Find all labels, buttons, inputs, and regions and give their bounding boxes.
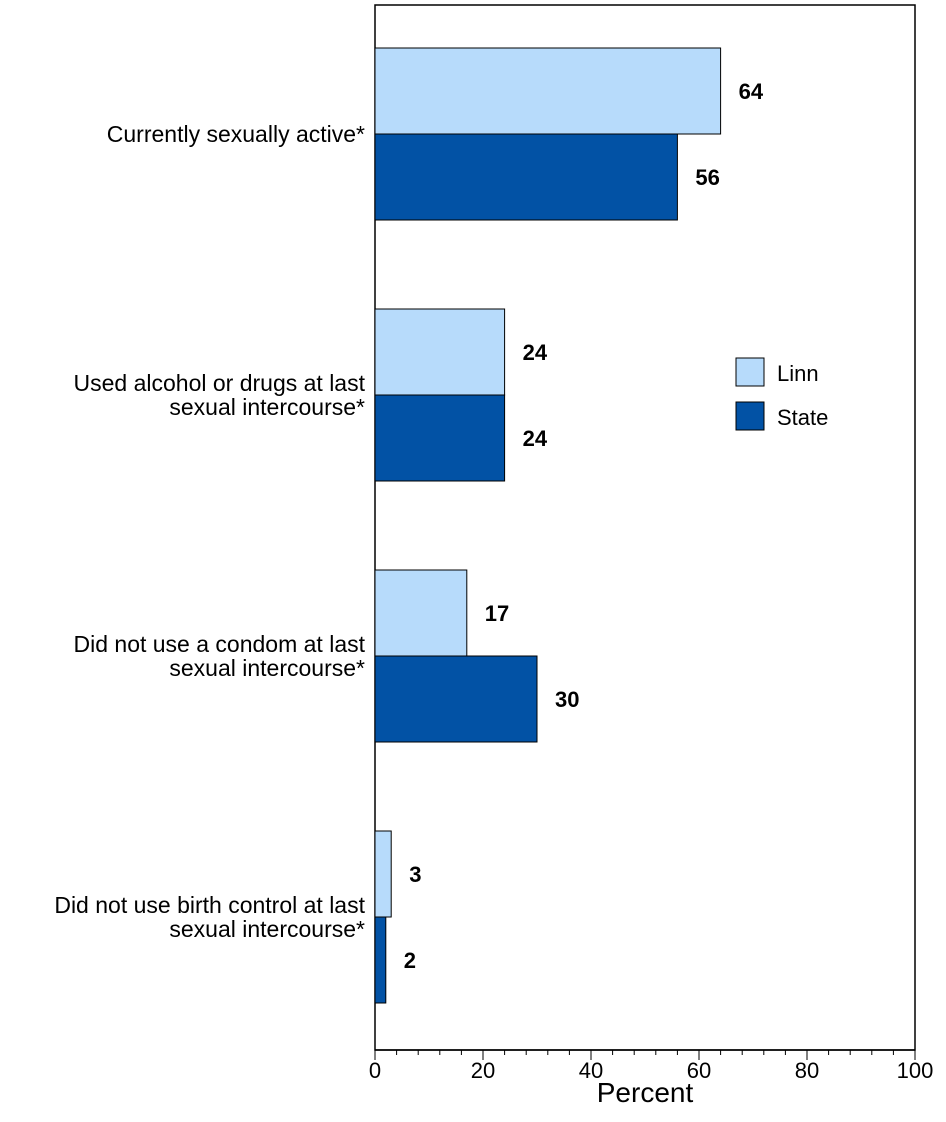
x-tick-label-100: 100 bbox=[897, 1058, 934, 1083]
value-label-state-0: 56 bbox=[695, 165, 719, 190]
x-axis-title: Percent bbox=[597, 1077, 694, 1108]
category-label-3-line-0: Did not use birth control at last bbox=[54, 892, 365, 918]
bar-state-0 bbox=[374, 133, 678, 221]
bar-linn-3 bbox=[374, 830, 392, 918]
value-label-linn-1: 24 bbox=[523, 340, 548, 365]
bars-layer: 64 24 17 3 56 24 30 2 bbox=[374, 47, 764, 1004]
legend-label-state: State bbox=[777, 405, 828, 430]
legend: Linn State bbox=[735, 357, 828, 431]
legend-swatch-state bbox=[735, 401, 765, 431]
x-tick-label-60: 60 bbox=[687, 1058, 711, 1083]
legend-swatch-linn bbox=[735, 357, 765, 387]
bar-state-3 bbox=[374, 916, 387, 1004]
x-tick-label-20: 20 bbox=[471, 1058, 495, 1083]
bar-state-1 bbox=[374, 394, 506, 482]
category-label-1-line-1: sexual intercourse* bbox=[169, 394, 365, 420]
x-axis: 0 20 40 60 80 100 bbox=[369, 1049, 934, 1083]
bar-linn-0 bbox=[374, 47, 722, 135]
bar-linn-2 bbox=[374, 569, 468, 657]
bar-state-2 bbox=[374, 655, 538, 743]
value-label-state-3: 2 bbox=[404, 948, 416, 973]
value-label-state-2: 30 bbox=[555, 687, 579, 712]
category-label-1-line-0: Used alcohol or drugs at last bbox=[74, 370, 366, 396]
category-label-2-line-0: Did not use a condom at last bbox=[74, 631, 366, 657]
category-labels: Currently sexually active* Used alcohol o… bbox=[54, 121, 365, 942]
legend-label-linn: Linn bbox=[777, 361, 819, 386]
category-label-2-line-1: sexual intercourse* bbox=[169, 655, 365, 681]
bar-linn-1 bbox=[374, 308, 506, 396]
category-label-0-line-0: Currently sexually active* bbox=[107, 121, 365, 147]
value-label-linn-3: 3 bbox=[409, 862, 421, 887]
x-tick-label-80: 80 bbox=[795, 1058, 819, 1083]
value-label-linn-0: 64 bbox=[739, 79, 764, 104]
category-label-3-line-1: sexual intercourse* bbox=[169, 916, 365, 942]
x-tick-label-0: 0 bbox=[369, 1058, 381, 1083]
value-label-state-1: 24 bbox=[523, 426, 548, 451]
value-label-linn-2: 17 bbox=[485, 601, 509, 626]
x-tick-label-40: 40 bbox=[579, 1058, 603, 1083]
